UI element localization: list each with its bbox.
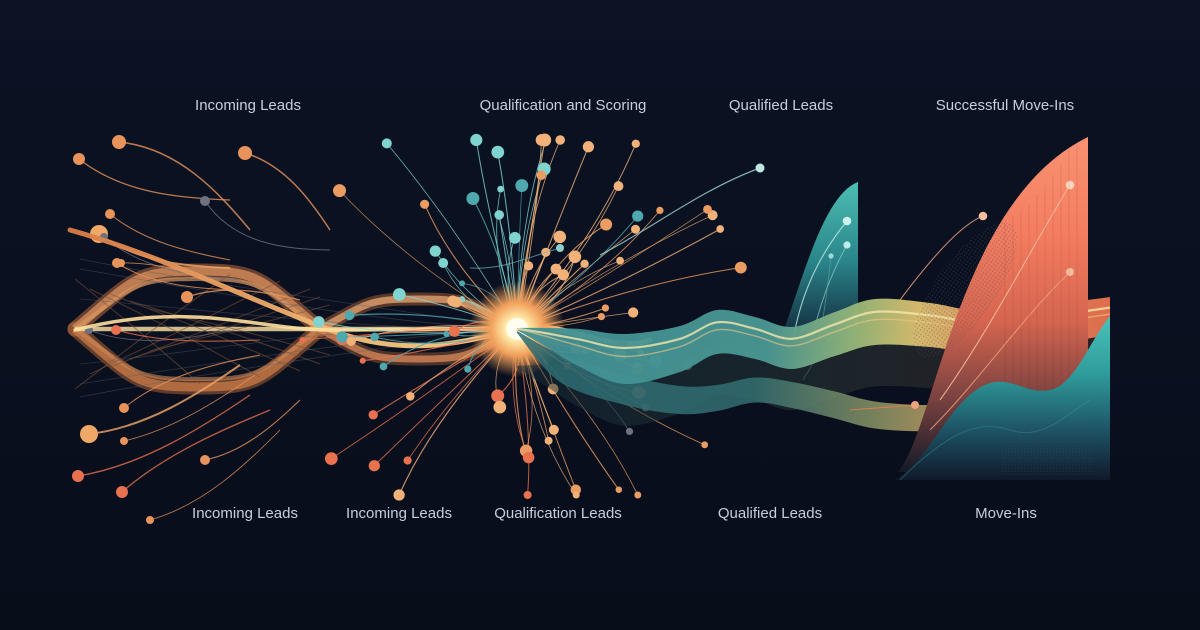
svg-text:Move-Ins: Move-Ins [975, 505, 1037, 522]
svg-text:Incoming Leads: Incoming Leads [346, 505, 452, 522]
svg-text:Qualification and Scoring: Qualification and Scoring [480, 97, 647, 114]
svg-text:Successful Move-Ins: Successful Move-Ins [936, 97, 1074, 114]
svg-text:Qualification Leads: Qualification Leads [494, 505, 622, 522]
svg-text:Qualified Leads: Qualified Leads [729, 97, 833, 114]
svg-text:Qualified Leads: Qualified Leads [718, 505, 822, 522]
svg-text:Incoming Leads: Incoming Leads [195, 97, 301, 114]
svg-text:Incoming Leads: Incoming Leads [192, 505, 298, 522]
